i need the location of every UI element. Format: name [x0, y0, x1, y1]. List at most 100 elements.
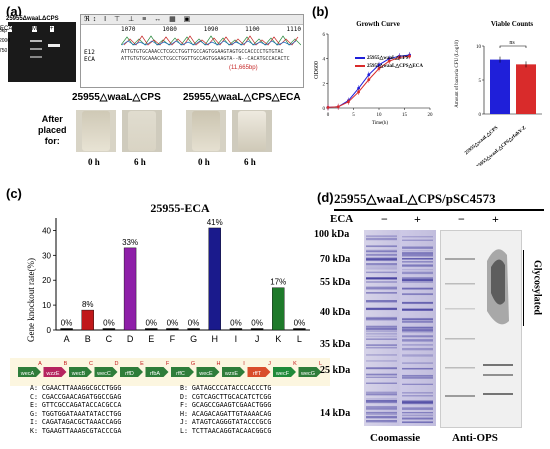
knockout-bar-I — [229, 328, 243, 331]
coomassie-band-right — [402, 318, 433, 321]
primer-cell: F: GCAGCCGAAGTCGAACTGGG — [180, 401, 330, 410]
knockout-bar-G — [187, 328, 200, 331]
legend-swatch-blue — [355, 57, 365, 59]
gene-arrow-wecC — [94, 367, 118, 377]
viable-bars — [490, 45, 536, 114]
coomassie-band-right — [402, 309, 433, 311]
knockout-value-label-A: 0% — [61, 319, 73, 328]
tube-3-culture — [192, 111, 220, 151]
viable-y-tick-label: 0 — [479, 113, 482, 118]
coomassie-band-right — [402, 281, 433, 283]
primer-row: E: GTTCGCCAGATACCACGCCA F: GCAGCCGAAGTCGA… — [30, 401, 330, 410]
coomassie-band-right — [402, 250, 433, 252]
sequence-alignment-window: ℜ↕ I ⊤ ⊥ ≡ ↔ ▦ ▣ 1070 1080 1090 1100 111… — [80, 14, 304, 88]
coomassie-band-left — [366, 292, 397, 294]
coomassie-band-right — [402, 417, 433, 420]
coomassie-band-right — [402, 335, 433, 338]
marker-14: 14 kDa — [320, 408, 351, 419]
gene-label-wecG: wecG — [300, 371, 315, 377]
coomassie-band-right — [402, 347, 433, 351]
coomassie-band-right — [402, 400, 433, 403]
coomassie-band-left — [366, 300, 397, 302]
coomassie-band-right — [402, 375, 433, 378]
viable-y-tick-label: 5 — [479, 79, 482, 84]
anti-ops-blot — [440, 230, 522, 428]
knockout-category-A: A — [64, 334, 70, 344]
gel-band-sample — [48, 44, 60, 47]
coomassie-band-right — [402, 338, 433, 341]
coomassie-band-right — [402, 246, 433, 249]
seq-deletion-note: (11,665bp) — [229, 65, 258, 71]
coomassie-band-left — [366, 373, 397, 376]
growth-curve-chart: Growth Curve OD600 Time(h) 0 5 10 15 20 0 2 4 6 — [314, 20, 433, 126]
marker-40: 40 kDa — [320, 307, 351, 318]
coomassie-band-left — [366, 292, 397, 294]
primer-id: D: — [180, 392, 192, 401]
growth-x-tick-label: 0 — [327, 113, 330, 118]
coomassie-band-right — [402, 239, 433, 241]
legend-label-1: 25955△waaL△CPS — [367, 56, 409, 61]
viable-y-tick-label: 10 — [476, 45, 482, 50]
coomassie-band-left — [366, 277, 397, 280]
primer-cell: D: CGTCAGCTTGCACATCTCGG — [180, 393, 330, 402]
gel-marker-5kp: 5kp — [0, 28, 8, 34]
primer-table: A: CGAACTTAAAGGCGCCTGGG B: GATAGCCCATACCC… — [30, 384, 330, 436]
gene-arrow-wecF — [273, 367, 296, 377]
lane-label-coomassie: Coomassie — [370, 432, 421, 444]
coomassie-band-left — [366, 277, 397, 280]
tube-photo-3 — [186, 110, 226, 152]
knockout-ylabel: Gene knockout rate(%) — [26, 258, 36, 342]
coomassie-band-left — [366, 344, 397, 346]
primer-seq: TGGTGGATAAATATACCTGG — [41, 409, 122, 418]
coomassie-band-left — [366, 325, 397, 327]
knockout-category-F: F — [170, 334, 176, 344]
primer-cell: A: CGAACTTAAAGGCGCCTGGG — [30, 384, 180, 393]
knockout-category-D: D — [127, 334, 134, 344]
coomassie-band-left — [366, 411, 397, 414]
coomassie-band-left — [366, 416, 397, 419]
viable-ylabel: Amount of bacteria CFU (Log10) — [455, 40, 460, 108]
coomassie-band-right — [402, 326, 433, 329]
coomassie-band-right — [402, 414, 433, 417]
primer-id: A: — [30, 384, 42, 392]
growth-title: Growth Curve — [356, 20, 400, 28]
marker-100: 100 kDa — [314, 229, 350, 240]
knockout-value-label-D: 33% — [122, 238, 138, 247]
gene-label-wzxE: wzxE — [224, 371, 238, 377]
knockout-bar-D — [123, 247, 137, 331]
time-label-3: 0 h — [198, 157, 210, 167]
gene-arrow-wecE — [196, 367, 220, 377]
time-label-1: 0 h — [88, 157, 100, 167]
gene-label-rffT: rffT — [253, 371, 262, 377]
primer-seq: GATAGCCCATACCCACCCTG — [191, 384, 272, 392]
coomassie-band-left — [366, 254, 397, 257]
knockout-y-tick-label: 40 — [42, 226, 51, 235]
coomassie-band-left — [366, 259, 397, 262]
coomassie-band-left — [366, 263, 397, 266]
coomassie-band-left — [366, 338, 397, 340]
growth-y-tick-label: 4 — [323, 58, 326, 63]
coomassie-band-right — [402, 258, 433, 260]
coomassie-band-right — [402, 271, 433, 275]
coomassie-band-left — [366, 253, 397, 256]
coomassie-band-left — [366, 330, 397, 333]
coomassie-band-right — [402, 335, 433, 338]
gene-arrow-wzzE — [43, 367, 67, 377]
coomassie-band-right — [402, 257, 433, 260]
coomassie-band-left — [366, 391, 397, 394]
legend-item-2: 25955△waaL△CPS△ECA — [355, 63, 423, 69]
seq-bottom: ATTGTGTGCAAACCTCGCCTGGTTGCCAGTGGAAGTA--N… — [121, 56, 290, 62]
coomassie-band-right — [402, 401, 433, 403]
gel-lane-eca: ECA — [0, 26, 13, 32]
knockout-category-L: L — [297, 334, 302, 344]
coomassie-band-right — [402, 407, 433, 410]
knockout-bar-K — [272, 287, 285, 331]
primer-cell: J: ATAGTCAGGGTATACCCGCG — [180, 418, 330, 427]
primer-row: C: CGACCGAACAGATGGCCGAG D: CGTCAGCTTGCACA… — [30, 393, 330, 402]
coomassie-band-right — [402, 301, 433, 304]
coomassie-band-left — [366, 277, 397, 279]
coomassie-band-left — [366, 316, 397, 320]
growth-point — [387, 59, 391, 63]
coomassie-band-left — [366, 401, 397, 403]
knockout-category-K: K — [275, 334, 281, 344]
